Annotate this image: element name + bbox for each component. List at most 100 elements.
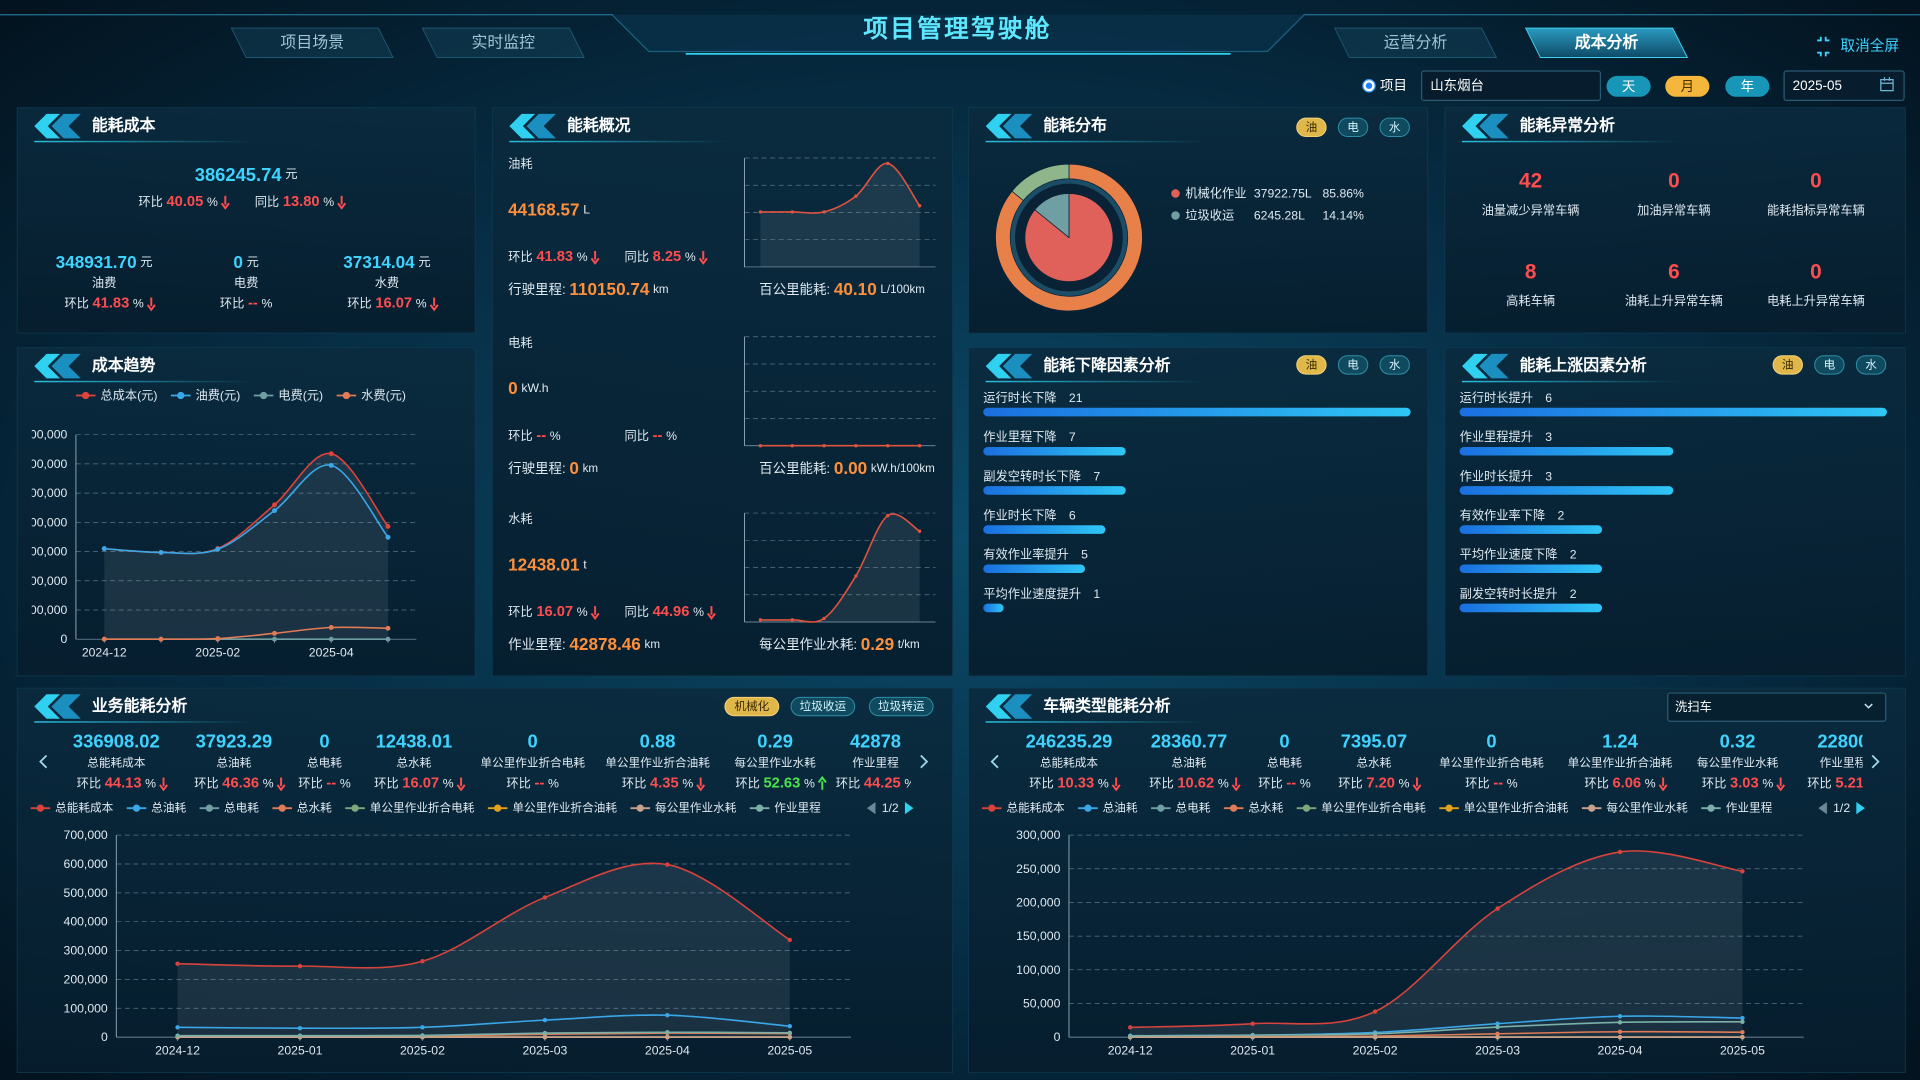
legend-label: 总水耗	[1248, 801, 1283, 815]
text-part: 0	[569, 458, 579, 478]
row-label: 水耗	[508, 512, 532, 526]
point	[272, 630, 277, 636]
title-icon	[985, 694, 1012, 719]
text-part: %	[666, 429, 677, 443]
tag-label[interactable]: 电	[1347, 121, 1359, 134]
exit-fullscreen-icon[interactable]	[1817, 36, 1830, 57]
text-part: --	[536, 428, 546, 444]
trend-arrow	[817, 775, 827, 790]
bar	[1459, 564, 1603, 574]
date-input[interactable]	[1783, 70, 1905, 102]
tab[interactable]	[1333, 27, 1498, 59]
tag-label[interactable]: 垃圾转运	[878, 699, 925, 713]
text-part: 环比	[622, 777, 646, 791]
y-tick-label: 400,000	[23, 515, 67, 529]
text-part: %	[685, 250, 696, 264]
bar-value: 2	[1570, 548, 1577, 562]
panel-title: 能耗成本	[92, 116, 156, 135]
tag[interactable]	[790, 696, 856, 717]
tag-label[interactable]: 油	[1782, 357, 1794, 371]
y-tick-label: 200,000	[64, 972, 108, 986]
exit-fullscreen[interactable]: 取消全屏	[1840, 37, 1899, 55]
tag[interactable]	[1296, 117, 1327, 138]
panel-title: 能耗下降因素分析	[1043, 356, 1170, 375]
trend-arrow	[696, 777, 706, 792]
legend-prev[interactable]	[866, 802, 876, 815]
tag[interactable]	[1337, 117, 1369, 138]
tag[interactable]	[1296, 355, 1327, 375]
tag[interactable]	[868, 696, 934, 717]
text-part: 16.07	[402, 776, 439, 792]
kpi-label: 总电耗	[307, 755, 342, 769]
tag-label[interactable]: 油	[1306, 120, 1318, 134]
tag-label[interactable]: 机械化	[734, 699, 769, 713]
text-part: t	[583, 557, 587, 571]
kpi-value: 7395.07	[1341, 730, 1407, 751]
change-indicator: 环比 46.36%	[194, 776, 274, 792]
kpi-value: 0	[1486, 730, 1496, 751]
text-part: 6.06	[1613, 776, 1642, 792]
vehicle-select[interactable]	[1667, 692, 1887, 722]
tab-label[interactable]: 项目场景	[280, 33, 344, 51]
title-icon	[1479, 353, 1509, 379]
tab[interactable]	[230, 27, 394, 59]
tag-label[interactable]: 电	[1824, 358, 1836, 371]
legend-label: 总油耗	[1103, 801, 1138, 815]
period-button[interactable]	[1725, 75, 1770, 97]
tag[interactable]	[1379, 355, 1410, 375]
prev-button[interactable]	[39, 754, 48, 769]
legend-marker	[351, 804, 359, 812]
tab-label[interactable]: 运营分析	[1384, 33, 1448, 51]
period-label[interactable]: 天	[1622, 79, 1635, 94]
tag[interactable]	[1337, 355, 1369, 375]
tag[interactable]	[724, 696, 780, 717]
panel-title: 业务能耗分析	[92, 696, 188, 715]
point	[1250, 1032, 1255, 1038]
project-input[interactable]	[1421, 70, 1602, 102]
legend-next[interactable]	[1856, 802, 1865, 815]
next-button[interactable]	[1871, 754, 1880, 769]
period-label[interactable]: 月	[1681, 79, 1694, 94]
next-button[interactable]	[920, 754, 929, 769]
text-part: 44.96	[653, 604, 690, 620]
period-label[interactable]: 年	[1741, 79, 1754, 94]
kpi-value: 12438.01	[376, 730, 453, 751]
tag[interactable]	[1772, 355, 1803, 375]
prev-button[interactable]	[990, 754, 999, 769]
trend-arrow	[1412, 777, 1422, 792]
tag-label[interactable]: 油	[1306, 357, 1318, 371]
tab[interactable]	[421, 27, 585, 59]
text-part: 每公里作业水耗:	[759, 637, 857, 652]
point	[917, 444, 922, 448]
pie-ring	[1011, 163, 1070, 202]
text-part: 44.25	[864, 776, 901, 792]
legend-prev[interactable]	[1818, 802, 1827, 815]
anomaly-label: 电耗上升异常车辆	[1767, 293, 1865, 308]
legend-marker	[1588, 804, 1596, 812]
point	[101, 546, 107, 552]
metric: 行驶里程: 0 km	[508, 458, 598, 478]
line	[177, 1031, 790, 1037]
point	[1617, 1034, 1623, 1040]
text-part: 元	[418, 255, 430, 269]
period-button[interactable]	[1606, 75, 1651, 97]
tab-label[interactable]: 成本分析	[1575, 32, 1639, 51]
tag[interactable]	[1855, 355, 1887, 375]
text-part: --	[326, 776, 336, 792]
tag[interactable]	[1814, 355, 1845, 375]
tag-label[interactable]: 水	[1389, 121, 1401, 134]
panel	[968, 687, 1906, 1074]
tag-label[interactable]: 水	[1389, 358, 1401, 371]
trend-arrow	[706, 606, 716, 620]
tag-label[interactable]: 电	[1347, 358, 1359, 371]
legend-label: 水费(元)	[361, 389, 406, 403]
tab-label[interactable]: 实时监控	[471, 33, 535, 51]
tag-label[interactable]: 水	[1865, 358, 1877, 371]
tab[interactable]	[1524, 27, 1689, 59]
tag-label[interactable]: 垃圾收运	[800, 699, 847, 713]
legend-next[interactable]	[904, 802, 914, 815]
tag[interactable]	[1379, 117, 1410, 138]
kpi-label: 作业里程	[1820, 756, 1867, 769]
period-button[interactable]	[1665, 75, 1710, 97]
legend-page: 1/2	[882, 801, 899, 815]
